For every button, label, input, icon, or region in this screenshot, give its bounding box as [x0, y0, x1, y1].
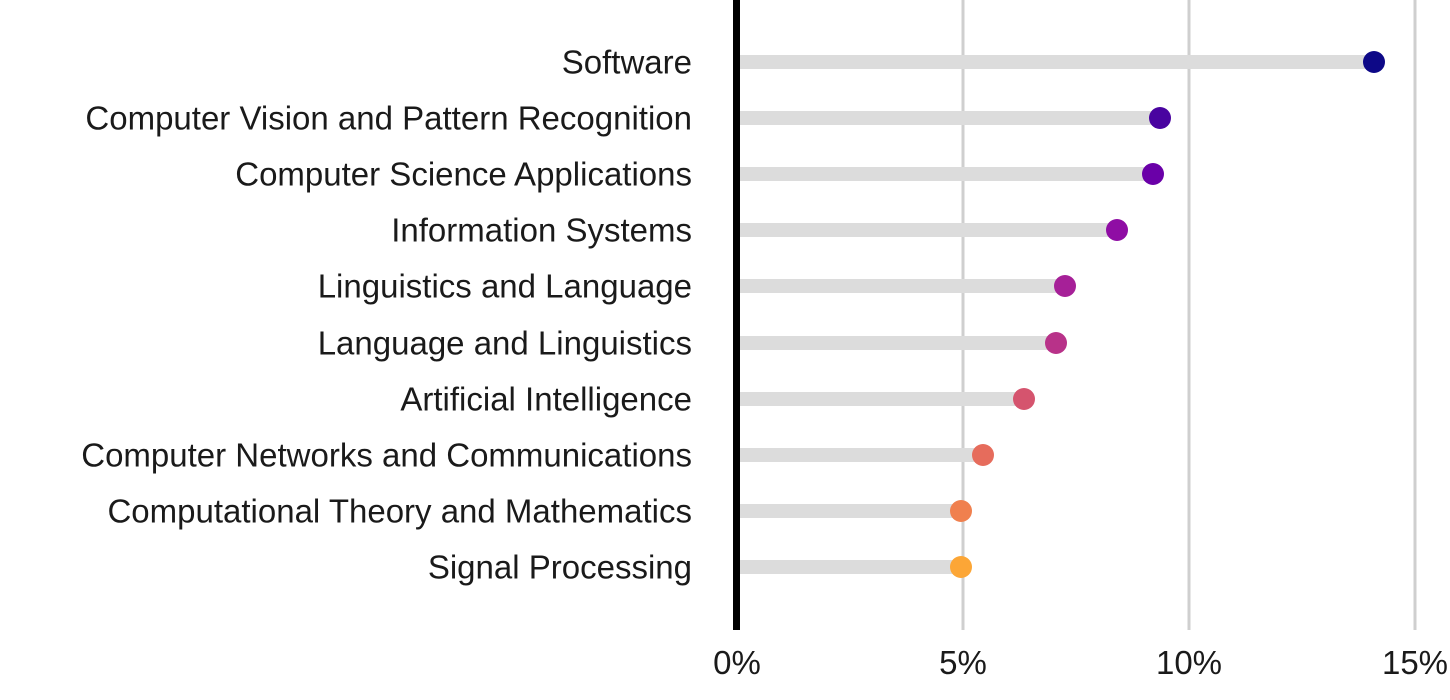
category-label: Software	[561, 43, 692, 81]
category-label: Artificial Intelligence	[400, 380, 692, 418]
lollipop-stem	[737, 279, 1065, 294]
data-point	[1105, 219, 1128, 242]
lollipop-stem	[737, 55, 1375, 69]
gridline	[1187, 0, 1191, 630]
x-tick-label: 0%	[713, 644, 761, 681]
data-point	[1148, 107, 1171, 130]
lollipop-stem	[737, 559, 961, 574]
data-point	[949, 499, 972, 522]
category-label: Language and Linguistics	[317, 324, 692, 361]
lollipop-stem	[737, 391, 1025, 406]
data-point	[1013, 387, 1036, 410]
category-label: Computer Vision and Pattern Recognition	[85, 99, 692, 137]
x-tick-label: 10%	[1155, 644, 1223, 681]
x-tick-label: 15%	[1381, 644, 1449, 681]
lollipop-stem	[737, 503, 961, 518]
data-point	[1141, 163, 1164, 186]
gridline	[1413, 0, 1417, 630]
lollipop-stem	[737, 111, 1160, 126]
category-label: Information Systems	[391, 211, 692, 249]
category-label: Signal Processing	[427, 548, 692, 586]
data-point	[1363, 51, 1386, 73]
gridline	[961, 0, 965, 630]
lollipop-stem	[737, 447, 984, 462]
data-point	[1053, 275, 1076, 298]
data-point	[949, 555, 972, 578]
lollipop-stem	[737, 335, 1056, 350]
category-label: Linguistics and Language	[317, 267, 692, 305]
y-axis-line	[733, 0, 740, 630]
category-label: Computer Networks and Communications	[81, 436, 692, 474]
x-tick-label: 5%	[939, 644, 987, 681]
category-label: Computational Theory and Mathematics	[107, 492, 692, 530]
lollipop-stem	[737, 223, 1117, 238]
data-point	[1044, 331, 1067, 354]
lollipop-stem	[737, 167, 1153, 182]
data-point	[972, 443, 995, 466]
category-label: Computer Science Applications	[235, 155, 692, 193]
